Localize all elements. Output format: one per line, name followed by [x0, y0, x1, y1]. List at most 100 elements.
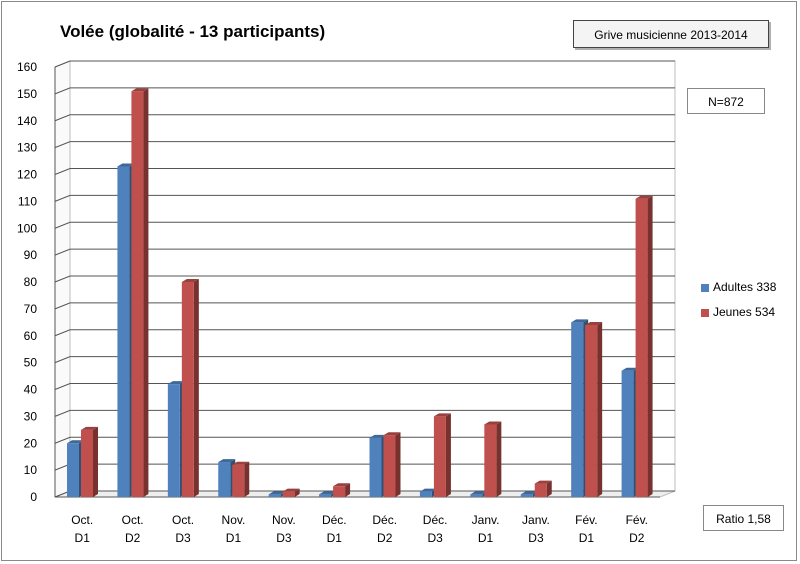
x-tick-label-decade: D3 — [427, 531, 443, 545]
gridline — [54, 275, 675, 283]
y-tick-label: 120 — [17, 168, 37, 182]
x-tick-label-month: Fév. — [575, 513, 597, 527]
y-tick-label: 80 — [24, 275, 38, 289]
bar-front-face — [333, 486, 346, 497]
y-tick-label: 70 — [24, 302, 38, 316]
bar-top-face — [232, 461, 250, 465]
bar-jeunes — [433, 413, 451, 497]
bar-side-face — [597, 322, 603, 497]
total-count-box: N=872 — [687, 88, 765, 114]
bar-side-face — [395, 432, 401, 497]
bar-jeunes — [232, 461, 250, 497]
y-tick-label: 130 — [17, 141, 37, 155]
bar-top-face — [67, 440, 84, 444]
y-tick-label: 20 — [24, 436, 38, 450]
y-tick-label: 40 — [24, 383, 38, 397]
bar-top-face — [117, 163, 135, 167]
bar-top-face — [419, 488, 437, 492]
x-tick-label-month: Oct. — [71, 513, 93, 527]
chart-title: Volée (globalité - 13 participants) — [60, 22, 326, 41]
bar-top-face — [181, 279, 199, 282]
bar-jeunes — [333, 483, 351, 497]
bar-side-face — [496, 421, 502, 497]
bar-side-face — [93, 426, 98, 497]
gridline — [54, 114, 675, 122]
bar-front-face — [81, 429, 93, 497]
bar-top-face — [520, 491, 538, 495]
bar-side-face — [345, 483, 351, 497]
bar-top-face — [534, 480, 552, 484]
legend-item-jeunes: Jeunes 534 — [701, 305, 775, 319]
x-tick-label-decade: D2 — [629, 531, 645, 545]
bar-front-face — [520, 494, 533, 497]
y-tick-label: 60 — [24, 329, 38, 343]
legend-label-jeunes: Jeunes 534 — [713, 305, 776, 319]
x-tick-label-month: Déc. — [423, 513, 448, 527]
bar-front-face — [419, 491, 432, 497]
bar-top-face — [218, 459, 236, 463]
bar-side-face — [445, 413, 451, 497]
subtitle-box: Grive musicienne 2013-2014 — [573, 20, 769, 48]
bar-front-face — [268, 494, 281, 497]
legend-swatch-adultes — [701, 283, 709, 292]
y-tick-label: 0 — [30, 490, 37, 504]
bar-side-face — [294, 488, 300, 497]
gridline — [54, 60, 675, 68]
bar-top-face — [268, 491, 286, 495]
bar-front-face — [585, 325, 598, 497]
bar-front-face — [383, 435, 396, 497]
gridline — [54, 329, 675, 337]
bar-jeunes — [131, 88, 149, 497]
bar-side-face — [244, 461, 250, 497]
bar-top-face — [621, 367, 639, 371]
bar-front-face — [571, 322, 584, 497]
x-tick-label-decade: D2 — [125, 531, 141, 545]
y-tick-label: 140 — [17, 114, 37, 128]
bar-top-face — [333, 483, 351, 487]
x-tick-label-month: Oct. — [172, 513, 194, 527]
bar-top-face — [585, 322, 603, 325]
x-tick-label-decade: D3 — [276, 531, 292, 545]
bar-front-face — [534, 483, 547, 497]
y-tick-label: 90 — [24, 248, 38, 262]
bar-top-face — [433, 413, 451, 417]
bar-jeunes — [81, 426, 98, 497]
gridline — [54, 194, 675, 202]
gridline — [54, 168, 675, 175]
x-tick-label-month: Nov. — [222, 513, 246, 527]
bar-side-face — [647, 195, 653, 497]
bar-jeunes — [282, 488, 300, 497]
bar-top-face — [319, 491, 337, 495]
gridline — [54, 141, 675, 149]
x-tick-label-decade: D3 — [175, 531, 191, 545]
bar-front-face — [621, 370, 634, 497]
bar-jeunes — [635, 195, 653, 497]
x-tick-label-month: Nov. — [272, 513, 296, 527]
x-tick-label-month: Fév. — [626, 513, 648, 527]
bar-front-face — [484, 424, 497, 497]
bar-jeunes — [484, 421, 502, 497]
bar-side-face — [143, 88, 149, 497]
bar-top-face — [282, 488, 300, 492]
bar-front-face — [232, 464, 245, 497]
y-tick-label: 150 — [17, 87, 37, 101]
y-tick-label: 160 — [17, 60, 37, 74]
bar-front-face — [282, 491, 295, 497]
y-tick-label: 30 — [24, 409, 38, 423]
ratio-box: Ratio 1,58 — [703, 505, 784, 531]
bar-side-face — [546, 480, 552, 497]
legend-label-adultes: Adultes 338 — [713, 280, 777, 294]
gridline — [54, 409, 675, 417]
x-tick-label-month: Oct. — [122, 513, 144, 527]
x-tick-label-decade: D1 — [478, 531, 494, 545]
x-tick-label-decade: D3 — [528, 531, 544, 545]
bar-jeunes — [181, 279, 199, 497]
gridline — [54, 302, 675, 310]
legend-swatch-jeunes — [701, 308, 709, 317]
bar-front-face — [319, 494, 332, 497]
bar-top-face — [383, 432, 401, 436]
x-tick-label-decade: D1 — [327, 531, 343, 545]
x-tick-label-month: Janv. — [472, 513, 500, 527]
x-tick-label-month: Déc. — [372, 513, 397, 527]
gridline — [54, 221, 675, 229]
